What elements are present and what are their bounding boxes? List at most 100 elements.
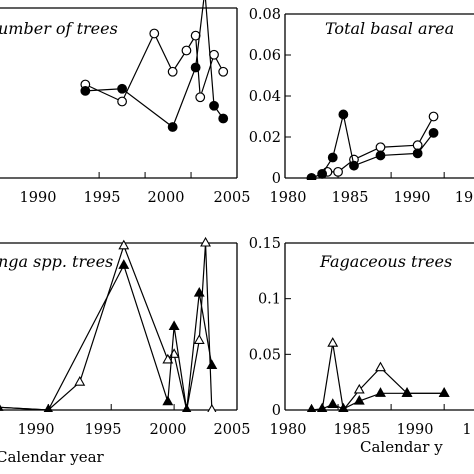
x-tick-label: 1990 bbox=[394, 190, 431, 206]
data-point bbox=[218, 66, 229, 77]
data-point bbox=[428, 127, 439, 138]
data-point bbox=[428, 111, 439, 122]
data-point bbox=[412, 148, 423, 159]
data-point bbox=[375, 150, 386, 161]
chart-title: Total basal area bbox=[325, 19, 454, 38]
x-tick-label: 1990 bbox=[18, 422, 55, 438]
series-2 bbox=[80, 0, 229, 132]
plot-area bbox=[0, 236, 218, 412]
y-tick-label: 0.02 bbox=[249, 130, 281, 146]
x-axis-label: Calendar year bbox=[0, 448, 105, 466]
data-point bbox=[333, 166, 343, 177]
y-tick-label: 0.04 bbox=[249, 89, 281, 105]
data-point bbox=[218, 113, 229, 124]
data-point bbox=[206, 359, 218, 370]
x-tick-label: 2000 bbox=[150, 422, 187, 438]
series-2 bbox=[0, 259, 218, 412]
chart-title: nga spp. trees bbox=[0, 252, 113, 271]
x-tick-label: 2000 bbox=[148, 190, 185, 206]
data-point bbox=[167, 122, 178, 132]
x-tick-label: 1990 bbox=[20, 190, 57, 206]
x-tick-label: 1985 bbox=[334, 422, 371, 438]
y-tick-label: 0.15 bbox=[249, 236, 281, 252]
data-point bbox=[117, 96, 127, 107]
data-point bbox=[375, 387, 386, 397]
data-point bbox=[338, 402, 349, 412]
x-tick-label: 1 bbox=[462, 422, 471, 438]
data-point bbox=[168, 320, 180, 331]
data-point bbox=[149, 28, 160, 39]
y-tick-label: 0 bbox=[272, 403, 281, 419]
chart-panel-3: nga spp. trees 1990 1995 2000 2005 Calendar y… bbox=[0, 236, 251, 466]
chart-panel-2: Total basal area 1980 1985 1990 19 0 0.02 0.04 0… bbox=[249, 7, 474, 206]
data-point bbox=[316, 402, 328, 412]
data-point bbox=[80, 85, 91, 96]
data-point bbox=[338, 109, 349, 120]
data-point bbox=[167, 66, 178, 77]
series-line bbox=[311, 343, 445, 412]
chart-panel-1: umber of trees 1990 1995 2000 2005 bbox=[0, 0, 250, 206]
plot-area bbox=[306, 109, 439, 180]
series-line bbox=[85, 32, 224, 103]
data-point bbox=[317, 168, 328, 179]
data-point bbox=[306, 403, 317, 412]
x-tick-label: 19 bbox=[455, 190, 473, 206]
data-point bbox=[118, 259, 130, 269]
series-1 bbox=[80, 28, 229, 107]
x-tick-label: 2005 bbox=[214, 190, 251, 206]
chart-panel-4: Fagaceous trees 1980 1985 1990 1 0 0.05 0.1 0.15… bbox=[249, 236, 474, 456]
series-1 bbox=[306, 337, 450, 412]
data-point bbox=[349, 160, 359, 171]
y-tick-label: 0.05 bbox=[249, 347, 281, 363]
data-point bbox=[306, 173, 317, 180]
y-tick-label: 0.06 bbox=[249, 48, 281, 64]
data-point bbox=[412, 140, 423, 151]
data-point bbox=[327, 337, 339, 347]
data-point bbox=[195, 92, 206, 103]
data-point bbox=[375, 361, 386, 372]
series-2 bbox=[306, 387, 450, 412]
y-tick-label: 0.08 bbox=[249, 7, 281, 23]
data-point bbox=[375, 142, 386, 153]
data-point bbox=[43, 403, 53, 412]
data-point bbox=[438, 387, 450, 397]
y-tick-label: 0.1 bbox=[258, 292, 281, 308]
data-point bbox=[193, 334, 205, 344]
x-axis-label: Calendar y bbox=[360, 438, 443, 456]
series-line bbox=[0, 263, 213, 411]
data-point bbox=[209, 49, 219, 60]
data-point bbox=[327, 152, 338, 163]
data-point bbox=[327, 398, 339, 408]
data-point bbox=[162, 353, 174, 364]
x-tick-label: 1995 bbox=[85, 422, 122, 438]
y-tick-label: 0 bbox=[272, 171, 281, 187]
series-2 bbox=[306, 109, 439, 180]
data-point bbox=[162, 395, 174, 406]
data-point bbox=[181, 45, 192, 56]
chart-title: umber of trees bbox=[0, 19, 118, 38]
data-point bbox=[182, 403, 192, 412]
data-point bbox=[0, 404, 4, 411]
data-point bbox=[207, 403, 217, 412]
data-point bbox=[353, 383, 365, 394]
data-point bbox=[209, 100, 219, 111]
data-point bbox=[193, 286, 205, 297]
plot-area bbox=[306, 337, 450, 412]
x-tick-label: 1980 bbox=[270, 190, 307, 206]
data-point bbox=[190, 62, 201, 73]
series-1 bbox=[306, 111, 439, 180]
data-point bbox=[74, 376, 86, 386]
x-tick-label: 1995 bbox=[84, 190, 121, 206]
data-point bbox=[117, 83, 127, 94]
x-tick-label: 1990 bbox=[397, 422, 434, 438]
data-point bbox=[353, 394, 365, 405]
data-point bbox=[200, 236, 211, 247]
plot-area bbox=[80, 0, 229, 132]
data-point bbox=[401, 387, 413, 397]
data-point bbox=[118, 239, 130, 250]
chart-title: Fagaceous trees bbox=[319, 252, 452, 271]
x-tick-label: 1980 bbox=[270, 422, 307, 438]
x-tick-label: 2005 bbox=[214, 422, 251, 438]
x-tick-label: 1985 bbox=[332, 190, 369, 206]
